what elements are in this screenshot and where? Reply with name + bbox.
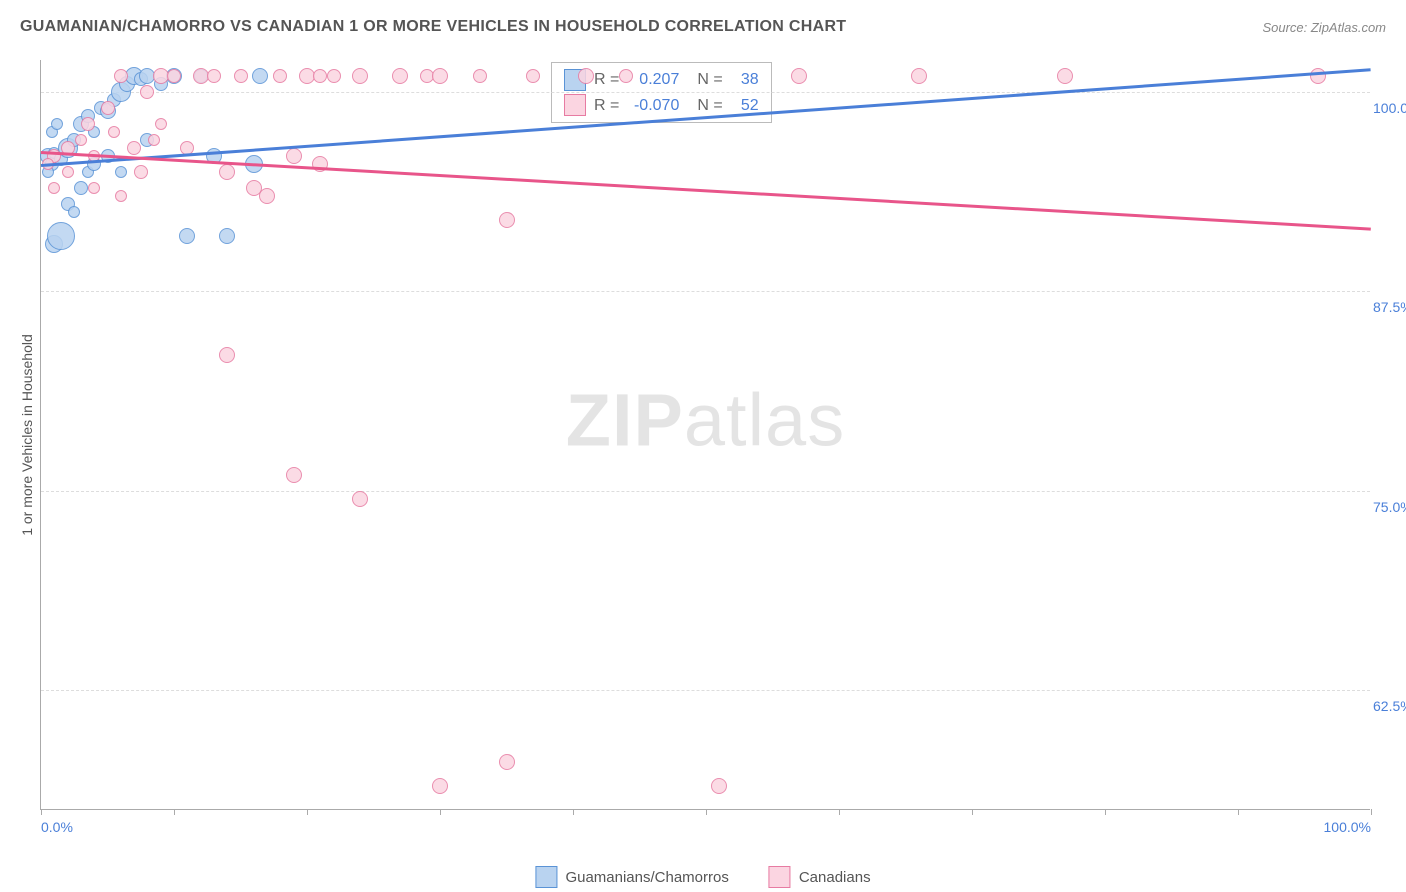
data-point [148, 134, 160, 146]
x-tick [174, 809, 175, 815]
gridline [41, 92, 1370, 93]
y-tick-label: 62.5% [1373, 698, 1406, 714]
data-point [578, 68, 594, 84]
data-point [327, 69, 341, 83]
data-point [286, 467, 302, 483]
legend-label: Guamanians/Chamorros [565, 869, 728, 886]
data-point [88, 182, 100, 194]
data-point [74, 181, 88, 195]
data-point [219, 164, 235, 180]
watermark: ZIPatlas [566, 377, 845, 462]
chart-title: GUAMANIAN/CHAMORRO VS CANADIAN 1 OR MORE… [20, 18, 846, 36]
y-tick-label: 87.5% [1373, 299, 1406, 315]
legend-label: Canadians [799, 869, 871, 886]
x-tick [1371, 809, 1372, 815]
data-point [115, 190, 127, 202]
source-attribution: Source: ZipAtlas.com [1262, 20, 1386, 35]
data-point [219, 228, 235, 244]
data-point [234, 69, 248, 83]
data-point [911, 68, 927, 84]
data-point [1310, 68, 1326, 84]
data-point [392, 68, 408, 84]
data-point [619, 69, 633, 83]
series-swatch [564, 94, 586, 116]
data-point [219, 347, 235, 363]
n-label: N = [697, 67, 722, 93]
x-tick-label: 0.0% [41, 819, 73, 835]
r-label: R = [594, 67, 619, 93]
x-tick-label: 100.0% [1324, 819, 1371, 835]
data-point [101, 101, 115, 115]
data-point [75, 134, 87, 146]
data-point [286, 148, 302, 164]
data-point [62, 166, 74, 178]
data-point [207, 69, 221, 83]
data-point [134, 165, 148, 179]
data-point [48, 182, 60, 194]
data-point [473, 69, 487, 83]
data-point [791, 68, 807, 84]
x-tick [307, 809, 308, 815]
legend-item: Guamanians/Chamorros [535, 866, 728, 888]
trend-line [41, 151, 1371, 230]
gridline [41, 690, 1370, 691]
data-point [1057, 68, 1073, 84]
data-point [114, 69, 128, 83]
x-tick [573, 809, 574, 815]
gridline [41, 491, 1370, 492]
data-point [115, 166, 127, 178]
y-tick-label: 75.0% [1373, 499, 1406, 515]
data-point [499, 754, 515, 770]
x-tick [839, 809, 840, 815]
plot-area: 1 or more Vehicles in Household ZIPatlas… [40, 60, 1370, 810]
data-point [81, 117, 95, 131]
x-tick [706, 809, 707, 815]
gridline [41, 291, 1370, 292]
legend: Guamanians/Chamorros Canadians [535, 866, 870, 888]
data-point [313, 69, 327, 83]
x-tick [41, 809, 42, 815]
data-point [252, 68, 268, 84]
data-point [711, 778, 727, 794]
data-point [68, 206, 80, 218]
data-point [108, 126, 120, 138]
legend-swatch [535, 866, 557, 888]
r-value: 0.207 [627, 67, 679, 93]
data-point [47, 222, 75, 250]
data-point [352, 68, 368, 84]
legend-swatch [769, 866, 791, 888]
data-point [127, 141, 141, 155]
n-value: 38 [731, 67, 759, 93]
r-label: R = [594, 93, 619, 119]
x-tick [972, 809, 973, 815]
x-tick [1105, 809, 1106, 815]
x-tick [1238, 809, 1239, 815]
x-tick [440, 809, 441, 815]
legend-item: Canadians [769, 866, 871, 888]
data-point [155, 118, 167, 130]
data-point [499, 212, 515, 228]
data-point [167, 69, 181, 83]
data-point [352, 491, 368, 507]
y-tick-label: 100.0% [1373, 100, 1406, 116]
data-point [432, 68, 448, 84]
data-point [526, 69, 540, 83]
data-point [51, 118, 63, 130]
data-point [140, 85, 154, 99]
data-point [432, 778, 448, 794]
data-point [273, 69, 287, 83]
data-point [179, 228, 195, 244]
y-axis-label: 1 or more Vehicles in Household [19, 334, 35, 536]
data-point [259, 188, 275, 204]
r-value: -0.070 [627, 93, 679, 119]
